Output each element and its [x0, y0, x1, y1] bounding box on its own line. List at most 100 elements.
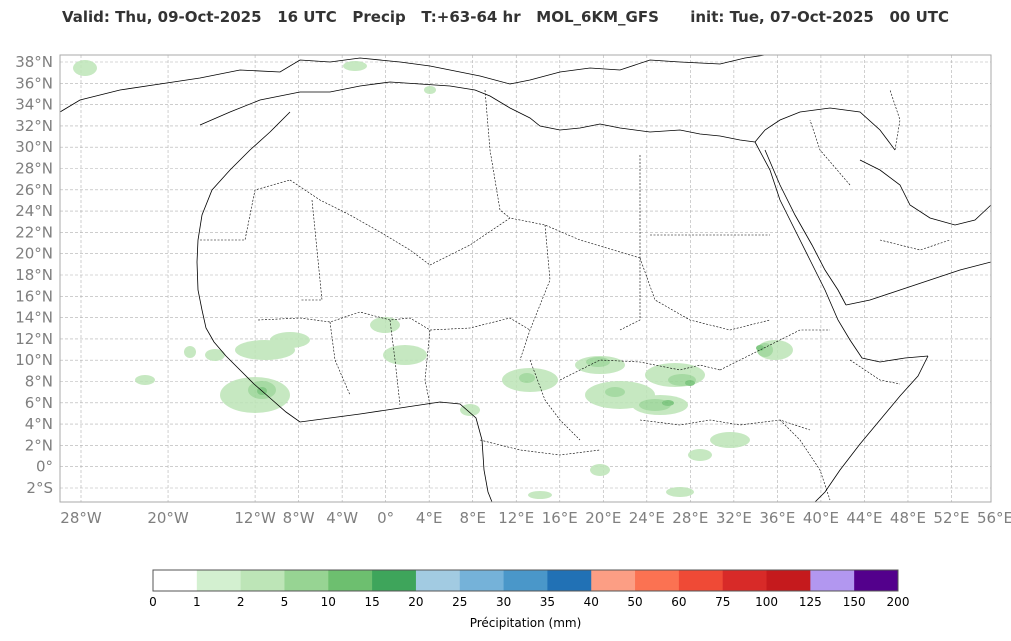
colorbar-segment	[547, 570, 592, 591]
lat-tick-label: 2°N	[25, 436, 53, 454]
lon-tick-label: 24°E	[629, 509, 665, 527]
colorbar-segment	[503, 570, 548, 591]
country-borders	[200, 89, 951, 501]
lat-tick-label: 26°N	[15, 181, 53, 199]
colorbar-segment	[284, 570, 329, 591]
colorbar-tick-label: 40	[584, 595, 599, 609]
lon-tick-label: 28°W	[60, 509, 102, 527]
colorbar-tick-label: 125	[799, 595, 822, 609]
lon-tick-label: 4°E	[416, 509, 443, 527]
lon-tick-label: 36°E	[759, 509, 795, 527]
colorbar-tick-label: 75	[715, 595, 730, 609]
colorbar-tick-label: 30	[496, 595, 511, 609]
lat-tick-label: 38°N	[15, 53, 53, 71]
map-title: Valid: Thu, 09-Oct-2025 16 UTC Precip T:…	[0, 8, 1011, 26]
colorbar-segment	[196, 570, 242, 591]
lon-tick-label: 0°	[377, 509, 394, 527]
lat-tick-label: 28°N	[15, 160, 53, 178]
lat-tick-label: 34°N	[15, 96, 53, 114]
colorbar-segment	[854, 570, 899, 591]
colorbar-segment	[153, 570, 198, 591]
lon-tick-label: 20°W	[147, 509, 189, 527]
lat-tick-label: 22°N	[15, 223, 53, 241]
colorbar-tick-label: 35	[540, 595, 555, 609]
lon-tick-label: 16°E	[542, 509, 578, 527]
map-ocean-background	[60, 55, 991, 502]
horn-east-africa-coast	[814, 355, 929, 502]
lat-tick-label: 4°N	[25, 415, 53, 433]
lon-tick-label: 52°E	[933, 509, 969, 527]
colorbar-segment	[591, 570, 636, 591]
colorbar-label: Précipitation (mm)	[470, 616, 582, 630]
coastlines	[60, 55, 991, 502]
lat-tick-label: 36°N	[15, 74, 53, 92]
lat-tick-label: 12°N	[15, 330, 53, 348]
colorbar-segment	[722, 570, 768, 591]
colorbar-tick-label: 100	[755, 595, 778, 609]
colorbar-tick-label: 60	[671, 595, 686, 609]
lat-tick-label: 18°N	[15, 266, 53, 284]
colorbar-tick-label: 1	[193, 595, 201, 609]
colorbar-segment	[372, 570, 417, 591]
colorbar-tick-label: 15	[364, 595, 379, 609]
colorbar-segment	[678, 570, 724, 591]
lat-tick-label: 20°N	[15, 245, 53, 263]
lat-tick-label: 6°N	[25, 394, 53, 412]
arabia-north	[754, 107, 896, 151]
colorbar-tick-label: 2	[237, 595, 245, 609]
lat-tick-label: 2°S	[26, 479, 53, 497]
colorbar-segment	[240, 570, 285, 591]
colorbar-tick-label: 150	[843, 595, 866, 609]
lat-tick-label: 8°N	[25, 373, 53, 391]
colorbar: 0 1 2 5 10 15 20 25 30 35 40 50 60 75 100 125 150 200Préc…	[149, 569, 910, 630]
lon-tick-label: 40°E	[803, 509, 839, 527]
lat-tick-label: 14°N	[15, 309, 53, 327]
colorbar-tick-label: 10	[321, 595, 336, 609]
colorbar-segment	[766, 570, 811, 591]
lat-tick-label: 32°N	[15, 117, 53, 135]
valid-time-text: Valid: Thu, 09-Oct-2025 16 UTC Precip T:…	[61, 8, 659, 26]
colorbar-tick-label: 200	[887, 595, 910, 609]
lat-tick-label: 24°N	[15, 202, 53, 220]
persian-gulf-coast	[859, 159, 991, 226]
colorbar-segment	[328, 570, 373, 591]
lat-tick-label: 30°N	[15, 138, 53, 156]
colorbar-frame	[152, 569, 899, 592]
longitude-labels: 28°W 20°W 12°W 8°W 4°W 0° 4°E 8°E 12°E 16°E 20°E 24…	[60, 509, 1011, 527]
colorbar-segment	[635, 570, 680, 591]
lat-tick-label: 16°N	[15, 287, 53, 305]
colorbar-segment	[810, 570, 855, 591]
lon-tick-label: 28°E	[672, 509, 708, 527]
colorbar-tick-label: 20	[408, 595, 423, 609]
arabia-south-coast	[845, 261, 991, 306]
map-geography	[60, 55, 991, 502]
europe-med-coast	[60, 55, 766, 113]
map-frame	[59, 54, 992, 503]
lon-tick-label: 4°W	[326, 509, 358, 527]
latitude-labels: 38°N 36°N 34°N 32°N 30°N 28°N 26°N 24°N 22°N 20°N…	[15, 53, 53, 497]
lon-tick-label: 8°E	[459, 509, 486, 527]
colorbar-tick-label: 5	[281, 595, 289, 609]
lon-tick-label: 56°E	[977, 509, 1011, 527]
colorbar-tick-label: 50	[627, 595, 642, 609]
lon-tick-label: 12°E	[498, 509, 534, 527]
north-africa-coast	[199, 81, 756, 143]
lon-tick-label: 44°E	[846, 509, 882, 527]
red-sea-coast	[754, 141, 929, 363]
colorbar-segment	[415, 570, 461, 591]
lat-tick-label: 10°N	[15, 351, 53, 369]
lon-tick-label: 32°E	[716, 509, 752, 527]
arabia-west-coast	[764, 149, 847, 306]
init-time-text: init: Tue, 07-Oct-2025 00 UTC	[690, 8, 950, 26]
lat-tick-label: 0°	[36, 458, 53, 476]
colorbar-tick-label: 25	[452, 595, 467, 609]
lon-tick-label: 48°E	[890, 509, 926, 527]
west-africa-coast	[196, 111, 493, 502]
lon-tick-label: 20°E	[585, 509, 621, 527]
precip-shading	[73, 60, 793, 499]
colorbar-segment	[459, 570, 505, 591]
lon-tick-label: 8°W	[283, 509, 315, 527]
colorbar-tick-label: 0	[149, 595, 157, 609]
lon-tick-label: 12°W	[234, 509, 276, 527]
